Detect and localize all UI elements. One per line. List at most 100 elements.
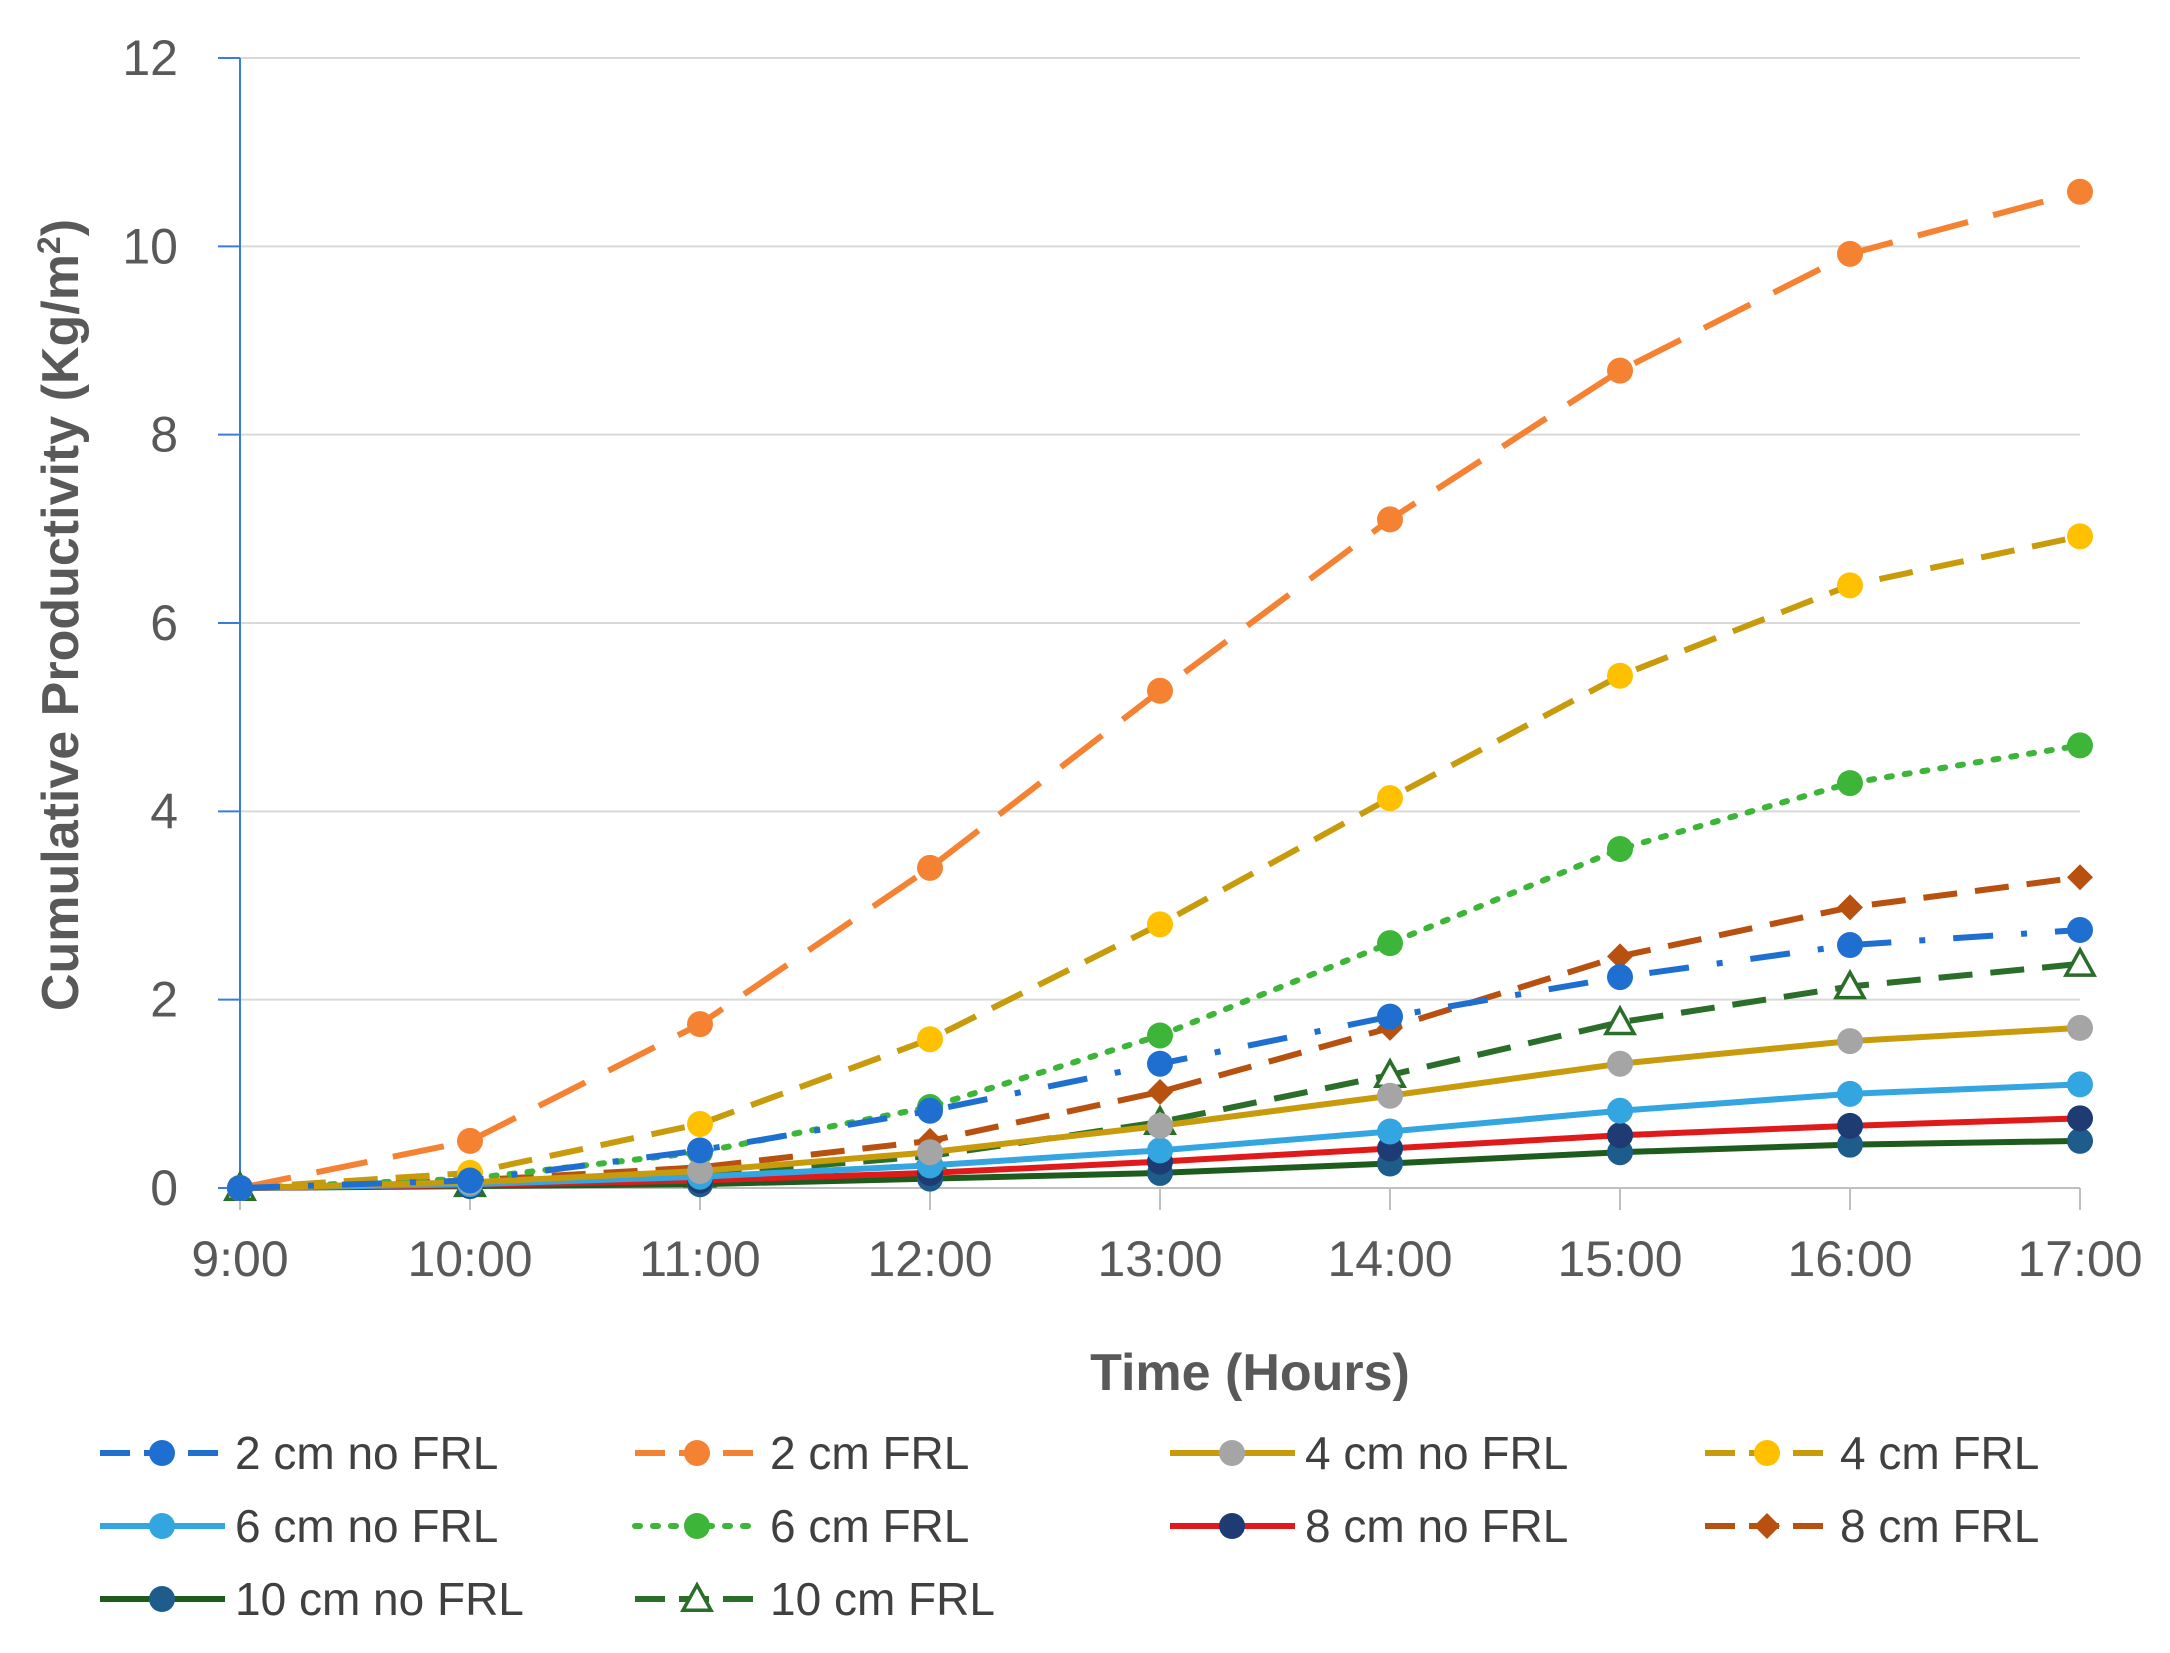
- data-point: [457, 1167, 483, 1194]
- legend-item: 6 cm no FRL: [100, 1500, 498, 1552]
- legend-item: 2 cm no FRL: [100, 1427, 498, 1479]
- x-tick-label: 9:00: [191, 1231, 288, 1287]
- legend-swatch-marker: [149, 1440, 175, 1466]
- data-point: [1837, 1112, 1863, 1139]
- data-point: [1147, 677, 1173, 704]
- data-point: [1837, 1131, 1863, 1158]
- data-point: [2067, 916, 2093, 943]
- x-tick-labels: 9:00 10:00 11:00 12:00 13:00 14:00 15:00 16:00 1…: [191, 1231, 2142, 1287]
- y-axis-title: Cumulative Productivity (Kg/m2): [31, 219, 90, 1011]
- data-point: [917, 1139, 943, 1166]
- data-point: [1377, 785, 1403, 812]
- data-point: [1377, 1118, 1403, 1145]
- data-point: [2067, 1105, 2093, 1132]
- data-point: [1607, 1122, 1633, 1149]
- y-tick-label: 12: [122, 30, 178, 86]
- legend-item: 4 cm FRL: [1705, 1427, 2039, 1479]
- y-tick-label: 8: [150, 407, 178, 463]
- legend-swatch-marker: [684, 1440, 710, 1466]
- legend-label: 10 cm no FRL: [235, 1573, 524, 1625]
- data-point: [2067, 1014, 2093, 1041]
- legend-label: 10 cm FRL: [770, 1573, 995, 1625]
- data-point: [687, 1158, 713, 1185]
- data-point: [1837, 1028, 1863, 1055]
- data-point: [1607, 662, 1633, 689]
- legend-label: 8 cm no FRL: [1305, 1500, 1568, 1552]
- data-point: [1607, 836, 1633, 862]
- legend-item: 2 cm FRL: [635, 1427, 969, 1479]
- data-point: [1147, 1050, 1173, 1077]
- data-point: [1607, 943, 1633, 970]
- data-point: [457, 1127, 483, 1154]
- legend-item: 8 cm no FRL: [1170, 1500, 1568, 1552]
- data-point: [1837, 770, 1863, 797]
- data-point: [2067, 1127, 2093, 1154]
- x-tick-label: 14:00: [1327, 1231, 1452, 1287]
- data-point: [1607, 964, 1633, 991]
- data-point: [1147, 911, 1173, 938]
- x-tick-label: 17:00: [2017, 1231, 2142, 1287]
- data-point: [1377, 1003, 1403, 1030]
- data-point: [1147, 1078, 1173, 1105]
- x-tick-label: 11:00: [639, 1231, 760, 1287]
- legend-item: 10 cm FRL: [635, 1573, 995, 1625]
- x-tick-label: 16:00: [1787, 1231, 1912, 1287]
- series-2-cm-no-frl: [227, 916, 2093, 1201]
- legend-label: 4 cm FRL: [1840, 1427, 2039, 1479]
- data-point: [2067, 732, 2093, 759]
- data-point: [1377, 1082, 1403, 1109]
- legend-label: 4 cm no FRL: [1305, 1427, 1568, 1479]
- data-point: [1837, 1080, 1863, 1107]
- data-point: [1603, 1004, 1637, 1036]
- legend-swatch-marker: [1754, 1440, 1780, 1466]
- y-axis-title-main: Cumulative Productivity (Kg/m: [32, 254, 90, 1011]
- y-tick-label: 2: [150, 972, 178, 1028]
- data-point: [1837, 894, 1863, 921]
- x-axis-title: Time (Hours): [1090, 1344, 1410, 1402]
- legend-item: 8 cm FRL: [1705, 1500, 2039, 1552]
- y-axis-title-close: ): [32, 219, 90, 236]
- data-point: [1147, 1137, 1173, 1164]
- data-point: [917, 1026, 943, 1053]
- data-point: [1837, 240, 1863, 267]
- legend-swatch-marker: [149, 1586, 175, 1612]
- legend-item: 10 cm no FRL: [100, 1573, 524, 1625]
- data-point: [1607, 357, 1633, 384]
- data-point: [1377, 930, 1403, 957]
- data-point: [2063, 946, 2097, 977]
- legend-label: 8 cm FRL: [1840, 1500, 2039, 1552]
- legend-label: 2 cm FRL: [770, 1427, 969, 1479]
- legend-item: 4 cm no FRL: [1170, 1427, 1568, 1479]
- legend: 2 cm no FRL 2 cm FRL 4 cm no FRL 4 cm FRL 6 …: [100, 1427, 2039, 1625]
- data-point: [687, 1110, 713, 1137]
- data-point: [2067, 178, 2093, 205]
- y-axis-title-sup: 2: [31, 236, 67, 254]
- legend-label: 2 cm no FRL: [235, 1427, 498, 1479]
- x-tick-label: 12:00: [867, 1231, 992, 1287]
- data-point: [2067, 523, 2093, 550]
- y-tick-labels: 0 2 4 6 8 10 12: [122, 30, 178, 1216]
- data-point: [687, 1011, 713, 1038]
- data-point: [2067, 864, 2093, 891]
- y-tick-label: 4: [150, 783, 178, 839]
- gridlines: [240, 57, 2080, 1001]
- data-point: [227, 1175, 253, 1201]
- data-point: [1837, 932, 1863, 959]
- legend-swatch-marker: [1219, 1440, 1245, 1466]
- x-tick-label: 13:00: [1097, 1231, 1222, 1287]
- legend-item: 6 cm FRL: [632, 1500, 969, 1552]
- legend-label: 6 cm FRL: [770, 1500, 969, 1552]
- y-tick-label: 6: [150, 595, 178, 651]
- series-line: [239, 874, 2081, 1191]
- data-point: [1833, 968, 1867, 1000]
- data-point: [1147, 1022, 1173, 1049]
- data-point: [1377, 506, 1403, 533]
- x-tick-label: 10:00: [407, 1231, 532, 1287]
- y-tick-label: 0: [150, 1160, 178, 1216]
- legend-swatch-marker: [1754, 1513, 1780, 1539]
- data-point: [917, 854, 943, 881]
- series-lines: [223, 178, 2097, 1201]
- data-point: [1607, 1097, 1633, 1124]
- y-tick-label: 10: [122, 218, 178, 274]
